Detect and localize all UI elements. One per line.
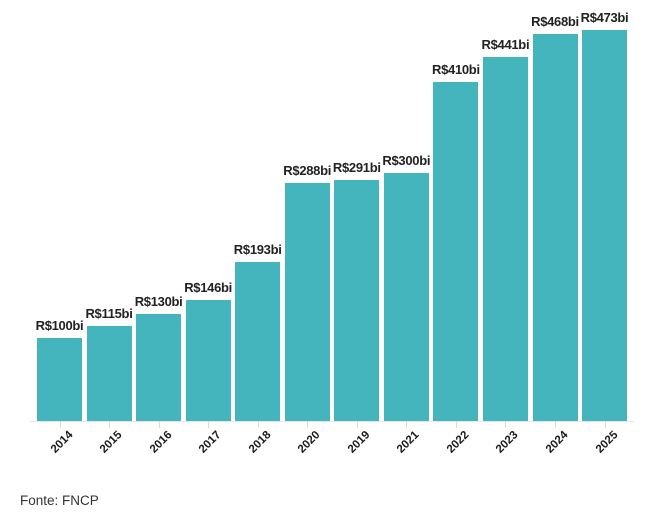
x-axis-label: 2016 xyxy=(147,429,175,456)
x-axis-tick xyxy=(307,421,309,428)
bar xyxy=(433,82,479,421)
x-axis-label: 2024 xyxy=(543,429,571,456)
bar xyxy=(136,313,182,421)
x-axis-tick xyxy=(505,421,507,428)
source-caption: Fonte: FNCP xyxy=(20,493,99,508)
bar xyxy=(582,30,627,421)
bar-value-label: R$288bi xyxy=(283,162,332,178)
bar xyxy=(284,182,330,421)
bar-value-label: R$130bi xyxy=(134,293,183,309)
bar-value-label: R$300bi xyxy=(382,153,431,168)
bar xyxy=(532,34,578,421)
x-axis-label: 2022 xyxy=(444,429,472,456)
x-axis-label: 2025 xyxy=(593,429,620,456)
x-axis-line xyxy=(30,421,634,422)
x-axis-label: 2020 xyxy=(296,429,323,456)
x-axis-label: 2019 xyxy=(345,429,373,456)
bar xyxy=(482,56,528,421)
x-axis-label: 2021 xyxy=(395,429,422,456)
x-axis-label: 2018 xyxy=(246,429,274,456)
bar-value-label: R$291bi xyxy=(332,160,381,176)
x-axis-tick xyxy=(257,421,259,428)
bar-value-label: R$441bi xyxy=(481,36,530,52)
bar xyxy=(235,261,281,421)
x-axis-tick xyxy=(208,421,210,428)
x-axis-tick xyxy=(604,421,606,428)
bar xyxy=(37,338,82,421)
bar-value-label: R$146bi xyxy=(184,280,232,296)
bar xyxy=(383,173,429,421)
bar xyxy=(185,300,231,421)
x-axis-label: 2015 xyxy=(97,429,125,456)
bar-value-label: R$473bi xyxy=(580,10,629,25)
x-axis-tick xyxy=(406,421,408,428)
x-axis-tick xyxy=(109,421,110,428)
x-axis-label: 2014 xyxy=(48,429,75,456)
x-axis-tick xyxy=(158,421,160,428)
x-axis-tick xyxy=(59,421,61,428)
bar xyxy=(334,180,380,421)
bar-value-label: R$410bi xyxy=(432,62,480,78)
x-axis-label: 2017 xyxy=(196,429,224,456)
x-axis-tick xyxy=(555,421,556,428)
x-axis-tick xyxy=(356,421,358,428)
bar-value-label: R$468bi xyxy=(531,14,579,30)
x-axis-tick xyxy=(455,421,457,428)
bar-value-label: R$193bi xyxy=(233,241,282,257)
bar-value-label: R$100bi xyxy=(35,318,84,334)
x-axis-label: 2023 xyxy=(494,429,521,456)
bar-value-label: R$115bi xyxy=(85,305,133,321)
bar xyxy=(86,325,132,421)
